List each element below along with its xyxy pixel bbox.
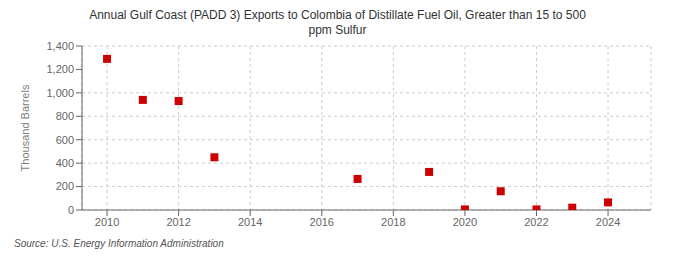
svg-text:2010: 2010: [95, 216, 119, 228]
svg-text:Thousand Barrels: Thousand Barrels: [19, 84, 31, 171]
svg-text:200: 200: [56, 180, 74, 192]
svg-text:1,400: 1,400: [46, 40, 74, 52]
svg-text:2022: 2022: [524, 216, 548, 228]
html-text:Annual Gulf Coast (PADD 3) Exp: Annual Gulf Coast (PADD 3) Exports to Co…: [89, 8, 586, 22]
svg-text:800: 800: [56, 110, 74, 122]
svg-text:1,000: 1,000: [46, 87, 74, 99]
svg-text:400: 400: [56, 157, 74, 169]
svg-text:0: 0: [68, 204, 74, 216]
svg-text:600: 600: [56, 134, 74, 146]
svg-text:2018: 2018: [381, 216, 405, 228]
html-text:ppm Sulfur: ppm Sulfur: [308, 23, 367, 37]
html-text:Source: U.S. Energy Informatio: Source: U.S. Energy Information Administ…: [14, 238, 224, 249]
svg-text:2012: 2012: [166, 216, 190, 228]
svg-text:2024: 2024: [596, 216, 620, 228]
svg-text:2014: 2014: [238, 216, 262, 228]
svg-text:2016: 2016: [310, 216, 334, 228]
svg-text:2020: 2020: [453, 216, 477, 228]
svg-text:1,200: 1,200: [46, 63, 74, 75]
